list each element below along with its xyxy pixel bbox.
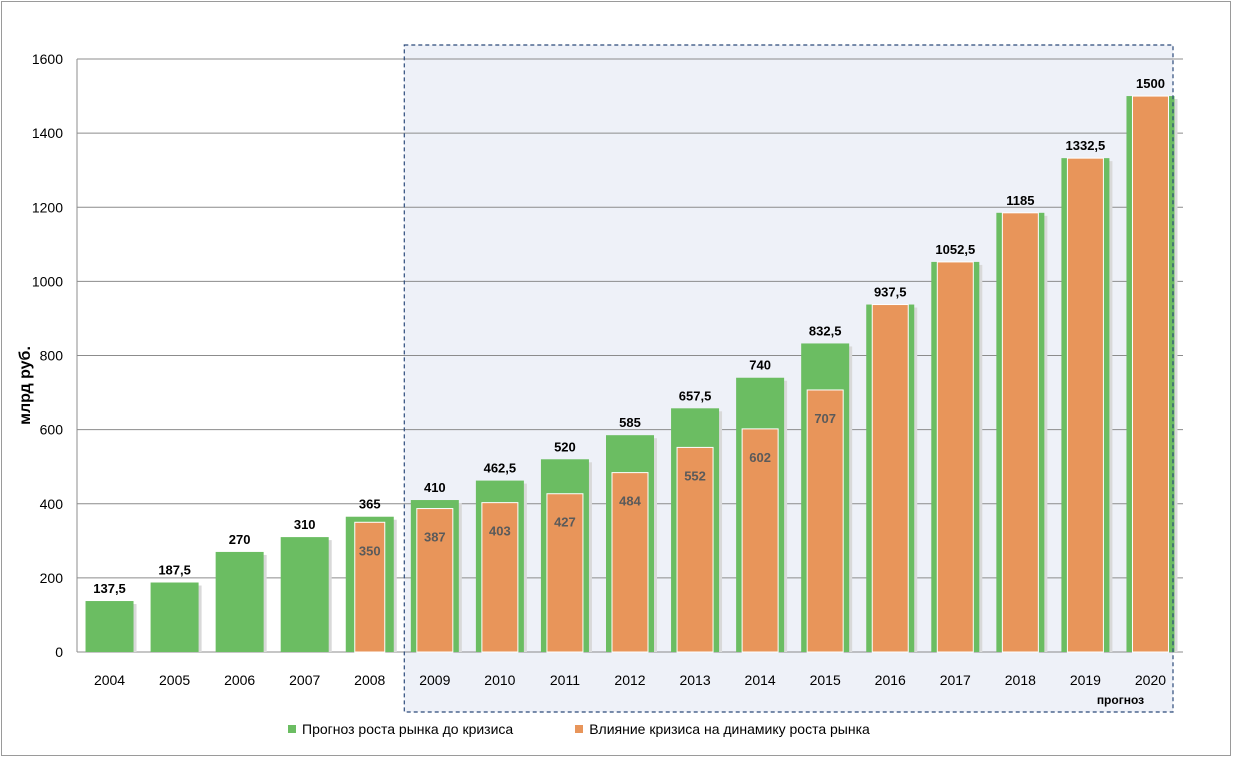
y-tick-label: 1200 — [32, 199, 63, 215]
legend-swatch-green — [288, 725, 296, 733]
value-label-precrisis: 520 — [554, 439, 576, 454]
value-label-precrisis: 310 — [294, 517, 316, 532]
legend-item-precrisis: Прогноз роста рынка до кризиса — [288, 721, 513, 737]
value-label-crisis: 552 — [684, 468, 706, 483]
value-label-precrisis: 937,5 — [874, 285, 907, 300]
x-tick-label: 2010 — [484, 672, 515, 688]
value-label-precrisis: 740 — [749, 358, 771, 373]
bar-crisis — [1001, 212, 1039, 653]
y-tick-label: 1000 — [32, 273, 63, 289]
bar-crisis — [354, 521, 386, 653]
legend-label-crisis: Влияние кризиса на динамику роста рынка — [589, 721, 870, 737]
value-label-crisis: 403 — [489, 524, 511, 539]
bar-crisis — [546, 493, 584, 653]
bar-precrisis — [85, 601, 134, 652]
y-tick-label: 400 — [40, 496, 64, 512]
x-tick-label: 2020 — [1135, 672, 1166, 688]
forecast-region-border — [403, 44, 1174, 713]
y-axis-label: млрд руб. — [17, 346, 34, 425]
bar-crisis — [416, 508, 454, 653]
bar-crisis — [1066, 157, 1104, 653]
value-label-precrisis: 187,5 — [158, 563, 191, 578]
bar-crisis — [741, 428, 779, 653]
value-label-crisis: 387 — [424, 530, 446, 545]
bar-crisis — [611, 472, 649, 653]
x-tick-label: 2004 — [94, 672, 125, 688]
bar-precrisis — [215, 551, 264, 652]
legend-label-precrisis: Прогноз роста рынка до кризиса — [302, 721, 514, 737]
legend-swatch-orange — [575, 725, 584, 733]
value-label-precrisis: 1500 — [1136, 76, 1165, 91]
value-label-crisis: 707 — [814, 411, 836, 426]
y-tick-label: 0 — [55, 644, 63, 660]
value-label-precrisis: 137,5 — [93, 581, 126, 596]
forecast-note: прогноз — [1097, 693, 1144, 707]
legend: Прогноз роста рынка до кризиса Влияние к… — [288, 721, 870, 737]
x-tick-label: 2009 — [419, 672, 450, 688]
value-label-precrisis: 1332,5 — [1066, 138, 1106, 153]
value-label-precrisis: 462,5 — [484, 461, 517, 476]
value-label-crisis: 484 — [619, 494, 641, 509]
x-tick-label: 2017 — [940, 672, 971, 688]
value-label-precrisis: 410 — [424, 480, 446, 495]
value-label-precrisis: 832,5 — [809, 323, 842, 338]
bar-crisis — [806, 389, 844, 653]
bar-precrisis — [150, 582, 199, 652]
x-tick-label: 2019 — [1070, 672, 1101, 688]
x-tick-label: 2005 — [159, 672, 190, 688]
x-tick-label: 2012 — [614, 672, 645, 688]
bar-crisis — [936, 261, 974, 653]
x-tick-label: 2008 — [354, 672, 385, 688]
value-label-precrisis: 1185 — [1006, 193, 1034, 208]
bar-crisis — [481, 502, 519, 653]
bar-crisis — [1131, 95, 1169, 653]
x-tick-label: 2011 — [550, 672, 580, 688]
x-tick-label: 2013 — [679, 672, 710, 688]
value-label-crisis: 427 — [554, 515, 576, 530]
bar-crisis — [676, 446, 714, 653]
y-tick-label: 1600 — [32, 51, 63, 67]
y-tick-label: 600 — [40, 422, 64, 438]
x-tick-label: 2015 — [810, 672, 841, 688]
x-tick-label: 2006 — [224, 672, 255, 688]
y-tick-label: 200 — [40, 570, 64, 586]
bar-precrisis — [280, 537, 329, 652]
x-tick-label: 2007 — [289, 672, 320, 688]
value-label-crisis: 350 — [359, 543, 381, 558]
value-label-precrisis: 657,5 — [679, 388, 712, 403]
y-tick-label: 1400 — [32, 125, 63, 141]
value-label-crisis: 602 — [749, 450, 771, 465]
legend-item-crisis: Влияние кризиса на динамику роста рынка — [575, 721, 870, 737]
y-tick-label: 800 — [40, 348, 64, 364]
x-tick-label: 2018 — [1005, 672, 1036, 688]
value-label-precrisis: 270 — [229, 532, 251, 547]
x-tick-label: 2016 — [875, 672, 906, 688]
x-tick-label: 2014 — [745, 672, 776, 688]
value-label-precrisis: 365 — [359, 497, 381, 512]
value-label-precrisis: 585 — [619, 415, 641, 430]
bar-crisis — [871, 304, 909, 653]
value-label-precrisis: 1052,5 — [935, 242, 975, 257]
